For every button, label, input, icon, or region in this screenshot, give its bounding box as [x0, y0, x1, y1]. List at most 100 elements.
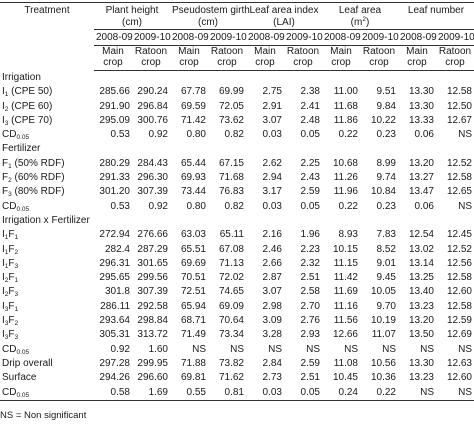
cell: 313.72: [137, 329, 168, 341]
subscript: 1: [4, 91, 9, 99]
cell: 282.4: [104, 243, 130, 255]
cell: 10.19: [370, 315, 396, 327]
cell: 2.73: [262, 372, 282, 384]
cell: 2.66: [262, 257, 282, 269]
subscript: 3: [14, 262, 19, 270]
cell: 12.59: [446, 315, 472, 327]
text: crop: [445, 57, 465, 68]
text: F: [8, 243, 15, 255]
cell: 0.53: [110, 129, 130, 141]
cell: 11.16: [333, 300, 358, 312]
cell: 297.28: [99, 357, 130, 369]
cell: 298.84: [137, 315, 168, 327]
cell: 290.24: [137, 86, 168, 98]
row-label: CD0.05: [0, 128, 94, 142]
cell: 2.93: [300, 329, 320, 341]
cell: 0.81: [208, 385, 246, 401]
cell: 0.06: [414, 129, 434, 141]
cell: 0.24: [322, 385, 360, 401]
cell: 296.84: [137, 100, 168, 112]
data-table: Treatment Plant height (cm) Pseudostem girt…: [0, 2, 474, 401]
group-header: Pseudostem girth (cm): [170, 2, 250, 30]
cell: 0.23: [376, 200, 396, 212]
subscript: 3: [8, 191, 12, 199]
cell: 2.48: [300, 114, 320, 126]
text: CD: [2, 386, 17, 398]
section-row: Fertilizer: [0, 142, 474, 156]
cell: 10.84: [370, 186, 396, 198]
cell: 291.33: [99, 172, 130, 184]
cell: 1.69: [132, 385, 170, 401]
cell: 10.68: [332, 157, 358, 169]
text: F: [8, 300, 15, 312]
cell: 67.08: [218, 243, 244, 255]
cell: 301.65: [137, 257, 168, 269]
cell: 13.40: [408, 286, 434, 298]
cell: 0.92: [148, 200, 168, 212]
group-header: Leaf number: [398, 2, 474, 30]
cell: 69.93: [180, 172, 206, 184]
text: I: [2, 257, 5, 269]
cell: 11.69: [333, 286, 358, 298]
row-label: I2 (CPE 60): [0, 100, 94, 114]
cell: 3.07: [262, 114, 282, 126]
text: I: [2, 100, 5, 112]
cell: 1.96: [300, 229, 320, 241]
row-label: I3F1: [0, 300, 94, 314]
cell: 12.65: [446, 186, 472, 198]
subscript: 3: [4, 320, 9, 328]
data-row: F1 (50% RDF) 280.29 284.43 65.44 67.15 2.62 2.…: [0, 157, 474, 171]
cell: 0.22: [338, 200, 358, 212]
text: Plant height: [105, 5, 159, 16]
group-header: Leaf area index (LAI): [246, 2, 322, 30]
cell: 0.03: [246, 385, 284, 401]
year-header: 2009-10: [208, 29, 247, 46]
text: (cm): [198, 17, 218, 28]
cell: 7.83: [376, 229, 396, 241]
cell: 8.52: [376, 243, 396, 255]
cell: 13.30: [408, 86, 434, 98]
data-row: I1F1 272.94 276.66 63.03 65.11 2.16 1.96 8.93 7.…: [0, 228, 474, 242]
crop-header: Ratoon crop: [360, 45, 398, 71]
cell: 65.11: [219, 229, 244, 241]
cell: 10.56: [370, 357, 396, 369]
subscript: 0.05: [16, 205, 30, 213]
cell: 0.06: [414, 200, 434, 212]
text: CD: [2, 200, 17, 212]
cell: 11.26: [333, 172, 358, 184]
cell: 1.60: [148, 343, 168, 355]
subscript: 3: [4, 305, 9, 313]
crop-header: Ratoon crop: [284, 45, 322, 71]
text: crop: [255, 57, 275, 68]
cell: 12.50: [446, 100, 472, 112]
cell: NS: [268, 343, 282, 355]
cell: 11.08: [333, 357, 358, 369]
text: F: [8, 272, 15, 284]
crop-header: Main crop: [94, 45, 132, 71]
row-label: I3F3: [0, 328, 94, 342]
data-row: CD0.05 0.53 0.92 0.80 0.82 0.03 0.05 0.22 0.23 0.…: [0, 128, 474, 142]
text: Ratoon: [134, 46, 168, 57]
subscript: 2: [4, 277, 9, 285]
cell: 11.96: [333, 186, 358, 198]
data-row: I1F3 296.31 301.65 69.69 71.13 2.66 2.32 11.15 9…: [0, 257, 474, 271]
crop-header: Ratoon crop: [436, 45, 474, 71]
cell: 301.20: [99, 186, 130, 198]
text: F: [2, 157, 9, 169]
subscript: 3: [14, 291, 19, 299]
cell: 296.30: [137, 172, 168, 184]
text: Main: [102, 46, 124, 57]
subscript: 1: [4, 234, 9, 242]
section-row: Irrigation x Fertilizer: [0, 214, 474, 228]
cell: 8.93: [338, 229, 358, 241]
data-row: CD0.05 0.53 0.92 0.80 0.82 0.03 0.05 0.22 0.23 0.…: [0, 200, 474, 214]
cell: 67.78: [180, 86, 206, 98]
cell: 12.45: [446, 229, 472, 241]
cell: 2.41: [300, 100, 320, 112]
cell: 8.99: [376, 157, 396, 169]
row-label: Surface: [0, 371, 94, 385]
cell: 12.58: [446, 86, 472, 98]
subscript: 2: [4, 105, 9, 113]
cell: 299.95: [137, 357, 168, 369]
cell: 13.23: [408, 300, 434, 312]
